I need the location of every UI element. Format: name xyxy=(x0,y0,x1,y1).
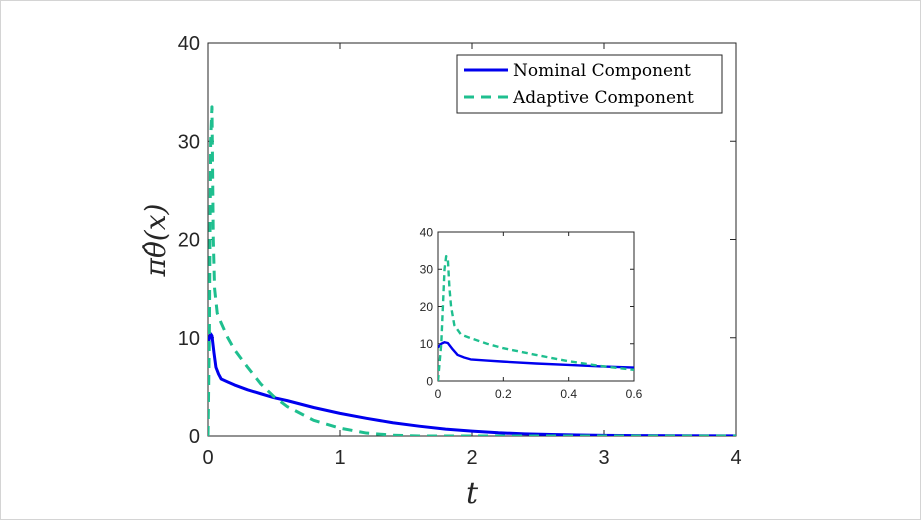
inset-y-tick-label: 10 xyxy=(420,337,434,351)
y-axis-label: πθ̂(x) xyxy=(139,204,172,278)
inset-adaptive-series-line xyxy=(438,255,634,381)
inset-y-tick-label: 20 xyxy=(420,300,434,314)
main-y-tick-label: 20 xyxy=(178,230,200,252)
main-x-tick-label: 1 xyxy=(334,447,345,469)
legend-label-nominal: Nominal Component xyxy=(513,61,691,81)
main-y-tick-label: 10 xyxy=(178,328,200,350)
main-y-tick-label: 30 xyxy=(178,131,200,153)
legend-label-adaptive: Adaptive Component xyxy=(512,88,694,108)
inset-x-tick-label: 0.2 xyxy=(495,387,512,401)
legend: Nominal Component Adaptive Component xyxy=(456,54,723,114)
legend-box xyxy=(456,54,723,114)
inset-y-tick-label: 30 xyxy=(420,263,434,277)
inset-nominal-series-line xyxy=(438,341,634,369)
main-x-tick-label: 2 xyxy=(466,447,477,469)
main-x-tick-label: 4 xyxy=(730,447,741,469)
x-axis-label: t xyxy=(466,476,479,511)
inset-x-tick-label: 0 xyxy=(435,387,442,401)
main-y-tick-label: 40 xyxy=(178,33,200,55)
main-y-tick-label: 0 xyxy=(189,426,200,448)
inset-y-tick-label: 40 xyxy=(420,225,434,239)
inset-x-tick-label: 0.4 xyxy=(560,387,577,401)
main-x-tick-label: 0 xyxy=(202,447,213,469)
inset-y-tick-label: 0 xyxy=(426,374,433,388)
inset-plot: 0 0.2 0.4 0.6 0 10 20 30 40 xyxy=(420,225,643,401)
inset-x-tick-label: 0.6 xyxy=(626,387,643,401)
main-x-tick-label: 3 xyxy=(598,447,609,469)
